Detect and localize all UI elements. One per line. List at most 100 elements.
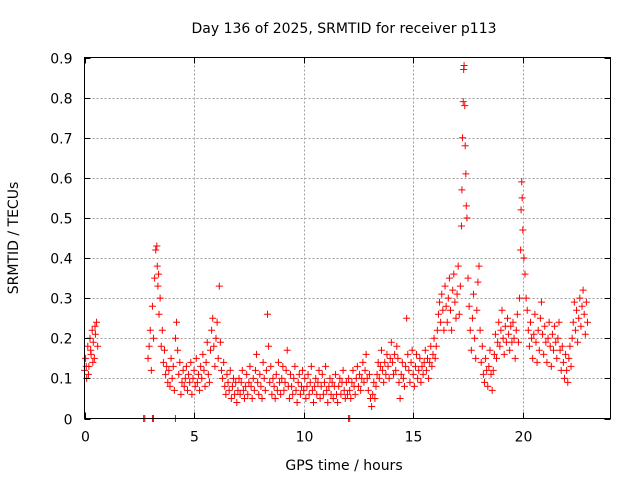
data-point: [165, 366, 173, 374]
data-point: [359, 358, 367, 366]
data-point: [155, 310, 163, 318]
data-point: [162, 370, 170, 378]
data-point: [540, 350, 548, 358]
data-point: [392, 366, 400, 374]
data-point: [285, 394, 293, 402]
data-point: [437, 318, 445, 326]
data-point: [194, 370, 202, 378]
data-point: [459, 134, 467, 142]
y-tick-label: 0.2: [50, 332, 72, 348]
data-point: [349, 366, 357, 374]
data-point: [381, 358, 389, 366]
data-point: [445, 274, 453, 282]
data-point: [353, 362, 361, 370]
data-point: [90, 354, 98, 362]
data-point: [486, 346, 494, 354]
data-point: [214, 354, 222, 362]
data-point: [238, 366, 246, 374]
x-tick-label: 0: [81, 430, 90, 446]
data-point: [280, 386, 288, 394]
data-point: [462, 170, 470, 178]
data-point: [548, 330, 556, 338]
data-point: [374, 358, 382, 366]
data-point: [388, 358, 396, 366]
data-point: [522, 294, 530, 302]
data-point: [192, 354, 200, 362]
data-point: [499, 334, 507, 342]
data-point: [152, 246, 160, 254]
data-point: [552, 338, 560, 346]
data-point: [397, 370, 405, 378]
data-point: [518, 194, 526, 202]
data-point: [348, 378, 356, 386]
data-point: [311, 382, 319, 390]
data-point: [554, 334, 562, 342]
data-point: [391, 350, 399, 358]
data-point: [546, 342, 554, 350]
data-point: [400, 382, 408, 390]
data-point: [443, 318, 451, 326]
data-point: [256, 370, 264, 378]
data-point: [532, 338, 540, 346]
data-point: [404, 350, 412, 358]
y-axis-label: SRMTID / TECUs: [6, 182, 22, 295]
data-point: [455, 310, 463, 318]
data-point: [228, 382, 236, 390]
data-point: [406, 378, 414, 386]
data-point: [292, 386, 300, 394]
data-point: [563, 366, 571, 374]
data-point: [336, 374, 344, 382]
data-point: [153, 262, 161, 270]
data-point: [377, 346, 385, 354]
data-point: [247, 382, 255, 390]
data-point: [307, 362, 315, 370]
data-point: [148, 302, 156, 310]
data-point: [339, 366, 347, 374]
data-point: [491, 330, 499, 338]
data-point: [248, 394, 256, 402]
data-point: [185, 370, 193, 378]
data-point: [221, 382, 229, 390]
data-point: [416, 354, 424, 362]
data-point: [270, 382, 278, 390]
data-point: [506, 346, 514, 354]
data-point: [375, 374, 383, 382]
data-point: [528, 334, 536, 342]
data-point: [254, 378, 262, 386]
data-point: [516, 294, 524, 302]
data-point: [261, 386, 269, 394]
data-point: [519, 226, 527, 234]
data-point: [144, 354, 152, 362]
data-point: [410, 382, 418, 390]
data-point: [467, 346, 475, 354]
data-point: [217, 366, 225, 374]
data-point: [453, 290, 461, 298]
data-point: [227, 394, 235, 402]
data-point: [387, 338, 395, 346]
data-point: [474, 278, 482, 286]
data-point: [444, 294, 452, 302]
data-point: [551, 322, 559, 330]
y-tick-label: 0.7: [50, 132, 72, 148]
data-point: [426, 358, 434, 366]
data-point: [235, 374, 243, 382]
data-point: [413, 350, 421, 358]
data-point: [303, 382, 311, 390]
data-point: [511, 354, 519, 362]
plot-frame: [84, 57, 611, 419]
data-point: [512, 326, 520, 334]
data-point: [370, 378, 378, 386]
data-point: [168, 374, 176, 382]
data-point: [310, 398, 318, 406]
data-point: [361, 366, 369, 374]
data-point: [494, 338, 502, 346]
data-point: [489, 366, 497, 374]
data-point: [541, 322, 549, 330]
data-point: [510, 334, 518, 342]
data-points: [81, 62, 591, 422]
data-point: [472, 354, 480, 362]
data-point: [418, 362, 426, 370]
data-point: [274, 358, 282, 366]
data-point: [324, 398, 332, 406]
